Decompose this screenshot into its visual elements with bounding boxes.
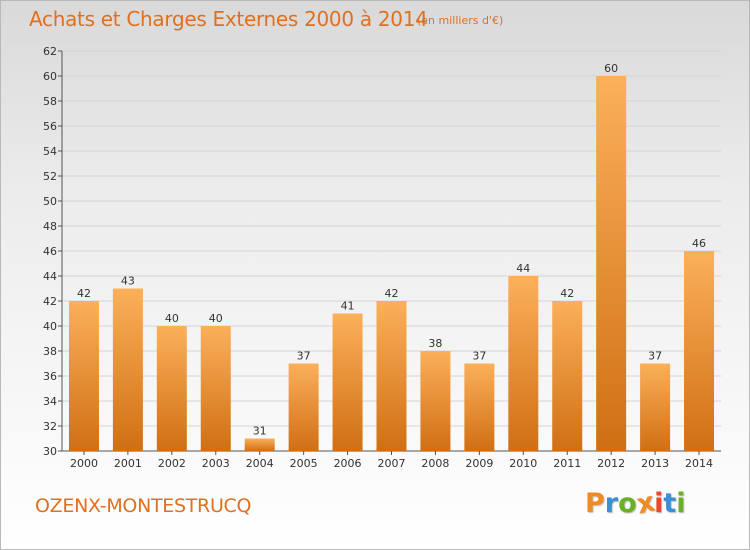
bars (68, 76, 715, 451)
y-tick-label: 62 (43, 45, 57, 58)
data-label-2005: 37 (297, 350, 311, 363)
y-tick-label: 46 (43, 245, 57, 258)
x-tick-label: 2000 (70, 457, 98, 470)
data-label-2014: 46 (692, 237, 706, 250)
y-tick-label: 32 (43, 420, 57, 433)
x-tick-label: 2011 (553, 457, 581, 470)
x-tick-label: 2003 (202, 457, 230, 470)
logo-letter: r (604, 488, 619, 519)
data-label-2000: 42 (77, 287, 91, 300)
data-label-2001: 43 (121, 275, 135, 288)
x-tick-label: 2001 (114, 457, 142, 470)
x-tick-label: 2008 (421, 457, 449, 470)
y-tick-label: 36 (43, 370, 57, 383)
commune-name: OZENX-MONTESTRUCQ (35, 495, 252, 517)
y-tick-label: 30 (43, 445, 57, 458)
y-tick-label: 34 (43, 395, 57, 408)
bar-2006 (332, 313, 363, 451)
chart-title: Achats et Charges Externes 2000 à 2014 (29, 7, 428, 31)
bar-2001 (112, 288, 143, 451)
x-tick-label: 2014 (685, 457, 713, 470)
data-label-2009: 37 (472, 350, 486, 363)
chart-subtitle: (en milliers d'€) (417, 14, 504, 27)
logo-letter: i (676, 488, 686, 519)
x-tick-label: 2007 (378, 457, 406, 470)
bar-2011 (552, 301, 583, 451)
data-label-2010: 44 (516, 262, 530, 275)
x-tick-label: 2010 (509, 457, 537, 470)
y-tick-label: 54 (43, 145, 57, 158)
y-tick-label: 48 (43, 220, 57, 233)
data-label-2012: 60 (604, 62, 618, 75)
bar-2002 (156, 326, 187, 451)
bar-2005 (288, 363, 319, 451)
x-tick-labels: 2000 2001 2002 2003 2004 2005 2006 2007 2008 2009… (70, 457, 713, 470)
bar-2010 (508, 276, 539, 451)
data-label-2013: 37 (648, 350, 662, 363)
bar-2004 (244, 438, 275, 451)
data-label-2008: 38 (428, 337, 442, 350)
y-tick-label: 60 (43, 70, 57, 83)
bar-2008 (420, 351, 451, 451)
data-label-2011: 42 (560, 287, 574, 300)
logo-letter: i (654, 488, 664, 519)
data-labels: 42 43 40 40 31 37 41 42 38 37 44 42 60 37 46 (77, 62, 706, 438)
data-label-2004: 31 (253, 425, 267, 438)
x-tick-label: 2012 (597, 457, 625, 470)
y-tick-label: 44 (43, 270, 57, 283)
data-label-2006: 41 (341, 300, 355, 313)
x-tick-label: 2009 (465, 457, 493, 470)
bar-2014 (684, 251, 715, 451)
x-tick-label: 2005 (290, 457, 318, 470)
x-tick-label: 2006 (334, 457, 362, 470)
logo-letter: P (585, 488, 605, 519)
x-tick-label: 2013 (641, 457, 669, 470)
y-tick-labels: 30 32 34 36 38 40 42 44 46 48 50 52 54 56 58 60 62 (43, 45, 57, 458)
y-tick-label: 58 (43, 95, 57, 108)
bar-2007 (376, 301, 407, 451)
logo-letter: o (618, 488, 637, 519)
y-tick-label: 38 (43, 345, 57, 358)
y-tick-label: 52 (43, 170, 57, 183)
data-label-2003: 40 (209, 312, 223, 325)
data-label-2007: 42 (385, 287, 399, 300)
y-tick-label: 42 (43, 295, 57, 308)
bar-2013 (640, 363, 671, 451)
logo-letter: t (663, 488, 677, 519)
y-tick-label: 50 (43, 195, 57, 208)
y-tick-label: 40 (43, 320, 57, 333)
proxiti-logo[interactable]: Proxiti (585, 487, 686, 521)
y-tick-label: 56 (43, 120, 57, 133)
bar-2000 (68, 301, 99, 451)
x-tick-label: 2004 (246, 457, 274, 470)
bar-2003 (200, 326, 231, 451)
bar-2012 (596, 76, 627, 451)
data-label-2002: 40 (165, 312, 179, 325)
bar-2009 (464, 363, 495, 451)
x-tick-label: 2002 (158, 457, 186, 470)
